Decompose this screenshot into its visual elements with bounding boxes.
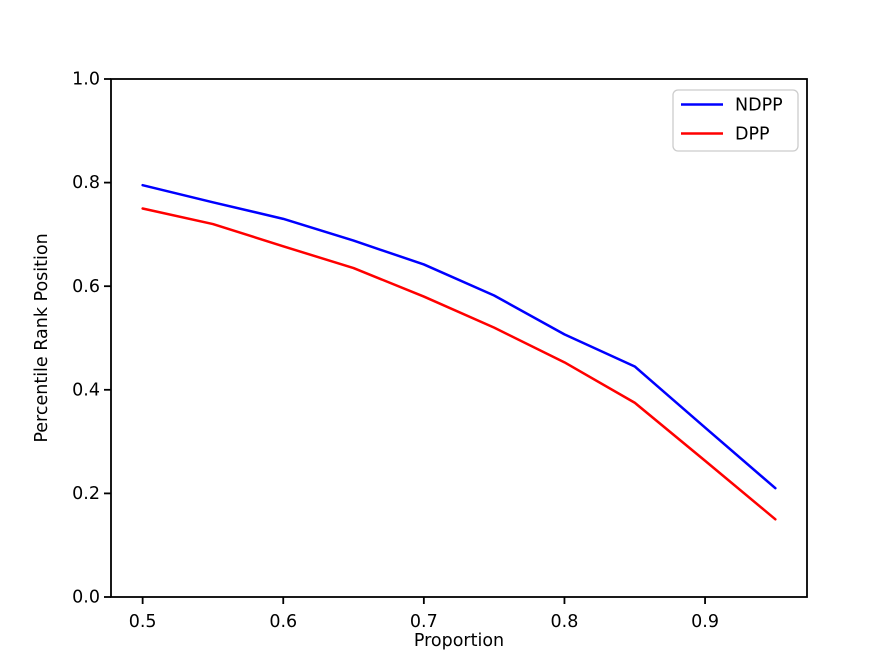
x-tick-label: 0.8 [551,612,579,632]
axes-frame [110,78,808,598]
plot-area: 0.5 0.6 0.7 0.8 0.9 0.0 0.2 0.4 0.6 0.8 1.0 [72,70,808,632]
x-axis-label: Proportion [414,631,504,651]
legend-label-dpp: DPP [735,125,770,145]
x-tick-label: 0.6 [269,612,297,632]
y-tick-label: 1.0 [72,70,100,90]
legend-label-ndpp: NDPP [735,96,783,116]
y-tick-label: 0.8 [72,173,100,193]
y-tick-label: 0.4 [72,380,100,400]
y-tick-label: 0.6 [72,277,100,297]
series-line-ndpp [141,183,777,490]
legend: NDPP DPP [672,89,799,152]
y-axis-label: Percentile Rank Position [32,233,52,442]
x-tick-label: 0.5 [129,612,157,632]
x-tick-label: 0.7 [410,612,438,632]
series-line-dpp [141,207,777,521]
y-tick-label: 0.2 [72,484,100,504]
x-tick-label: 0.9 [691,612,719,632]
y-tick-label: 0.0 [72,588,100,608]
